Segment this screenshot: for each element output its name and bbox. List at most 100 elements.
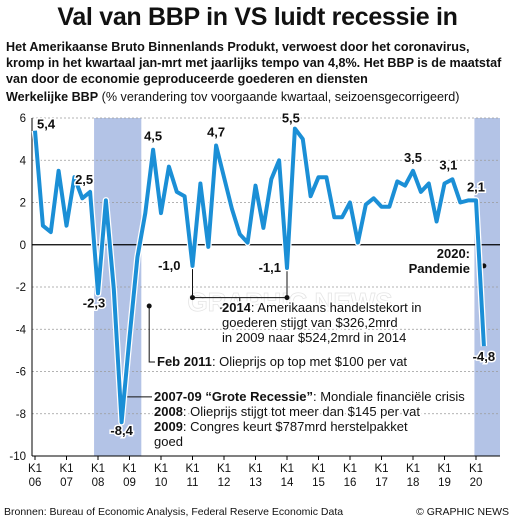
annotation-recession: 2007-09 “Grote Recessie”: Mondiale finan… [152, 387, 467, 451]
annotation-text: : Congres keurt $787mrd herstelpakket [183, 419, 408, 434]
annotation-bold: 2020: [437, 246, 470, 261]
leader-line [148, 306, 155, 363]
x-tick-year: 19 [438, 477, 451, 489]
x-tick-quarter: K1 [469, 463, 483, 475]
x-tick-quarter: K1 [185, 463, 199, 475]
y-tick-label: -6 [16, 367, 26, 379]
y-tick-labels: 6 4 2 0 -2 -4 -6 -8 -10 [9, 113, 26, 463]
series-line [33, 126, 486, 425]
x-tick-year: 18 [407, 477, 420, 489]
x-tick-year: 08 [92, 477, 105, 489]
annotation-line: goederen stijgt van $326,2mrd [222, 315, 398, 330]
leader-line [220, 297, 241, 309]
annotation-2011: Feb 2011: Olieprijs op top met $100 per … [155, 352, 409, 371]
axis-title-rest: (% verandering tov voorgaande kwartaal, … [98, 90, 460, 104]
annotation-2014: 2014: Amerikaans handelstekort ingoedere… [220, 298, 423, 347]
x-tick-year: 06 [29, 477, 42, 489]
x-tick-year: 09 [123, 477, 136, 489]
x-tick-quarter: K1 [343, 463, 357, 475]
x-tick-year: 10 [155, 477, 168, 489]
x-tick-quarter: K1 [122, 463, 136, 475]
x-tick-year: 16 [344, 477, 357, 489]
x-tick-year: 20 [470, 477, 483, 489]
annotation-bold: 2007-09 “Grote Recessie” [154, 389, 313, 404]
x-tick-quarter: K1 [280, 463, 294, 475]
point-label: 4,5 [144, 129, 162, 144]
point-label: 5,5 [282, 111, 300, 126]
annotation-text: : Olieprijs op top met $100 per vat [212, 354, 407, 369]
annotation-line: 2009: Congres keurt $787mrd herstelpakke… [154, 419, 408, 434]
y-tick-label: -10 [9, 451, 26, 463]
annotation-line: 2007-09 “Grote Recessie”: Mondiale finan… [154, 389, 465, 404]
point-label: 3,5 [404, 150, 422, 165]
annotation-bold: 2008 [154, 404, 183, 419]
x-tick-year: 13 [249, 477, 262, 489]
y-tick-label: 4 [20, 155, 27, 167]
x-tick-quarter: K1 [154, 463, 168, 475]
x-tick-year: 11 [187, 477, 199, 489]
annotation-line: Pandemie [409, 261, 470, 276]
x-tick-quarter: K1 [311, 463, 325, 475]
sources: Bronnen: Bureau of Economic Analysis, Fe… [4, 506, 344, 518]
watermark: GRAPHIC NEWS [187, 287, 393, 318]
page-title: Val van BBP in VS luidt recessie in [57, 3, 458, 31]
annotation-bold: 2009 [154, 419, 183, 434]
annotation-line: goed [154, 434, 183, 449]
x-tick-quarter: K1 [248, 463, 262, 475]
y-tick-label: -2 [16, 282, 26, 294]
axis-title-bold: Werkelijke BBP [6, 90, 99, 104]
gdp-series [31, 125, 488, 426]
point-label: 2,1 [467, 179, 485, 194]
annotation-line: in 2009 naar $524,2mrd in 2014 [222, 330, 406, 345]
annotation-bold: 2014 [222, 300, 252, 315]
point-label: 3,1 [439, 157, 457, 172]
leader-dot [146, 303, 152, 309]
x-tick-year: 12 [218, 477, 231, 489]
x-tick-year: 14 [281, 477, 294, 489]
annotation-pandemic: 2020:Pandemie [407, 244, 472, 278]
leader-dot [284, 295, 290, 301]
axis-title: Werkelijke BBP (% verandering tov voorga… [6, 90, 459, 104]
y-tick-label: -4 [16, 324, 27, 336]
x-tick-quarter: K1 [28, 463, 42, 475]
annotation-text: in 2009 naar $524,2mrd in 2014 [222, 330, 406, 345]
x-tick-quarter: K1 [374, 463, 388, 475]
point-label: 2,5 [75, 172, 93, 187]
point-label: -1,1 [259, 260, 281, 275]
grid-lines [31, 117, 500, 457]
svg-text:GRAPHIC NEWS: GRAPHIC NEWS [187, 287, 392, 317]
x-tick-quarter: K1 [59, 463, 73, 475]
y-tick-label: 6 [20, 113, 26, 125]
y-tick-label: 2 [20, 198, 26, 210]
annotation-leaders [121, 263, 487, 398]
subtitle: Het Amerikaanse Bruto Binnenlands Produk… [6, 40, 502, 86]
annotation-bold: Pandemie [409, 261, 470, 276]
annotation-text: : Amerikaans handelstekort in [251, 300, 422, 315]
point-label: 4,7 [207, 124, 225, 139]
annotation-text: : Mondiale financiële crisis [313, 389, 465, 404]
annotation-bold: Feb 2011 [157, 354, 212, 369]
x-tick-labels: K1 06 K1 07 K1 08 K1 09 K1 10 K1 11 K1 12 K1 13 K1 14 K1 15… [28, 456, 483, 489]
y-tick-label: 0 [20, 240, 26, 252]
annotation-text: goederen stijgt van $326,2mrd [222, 315, 398, 330]
annotation-line: 2008: Olieprijs stijgt tot meer dan $145… [154, 404, 420, 419]
x-tick-quarter: K1 [91, 463, 105, 475]
annotation-line: 2020: [437, 246, 470, 261]
x-tick-quarter: K1 [217, 463, 231, 475]
x-tick-quarter: K1 [437, 463, 451, 475]
x-tick-year: 07 [60, 477, 73, 489]
credit: © GRAPHIC NEWS [416, 506, 509, 518]
annotations: 2020:Pandemie 2014: Amerikaans handelstek… [152, 244, 472, 451]
annotation-text: goed [154, 434, 183, 449]
point-label: -8,4 [110, 423, 133, 438]
leader-dot [190, 295, 195, 301]
annotation-text: : Olieprijs stijgt tot meer dan $145 per… [183, 404, 420, 419]
point-label: -4,8 [473, 349, 495, 364]
annotation-line: 2014: Amerikaans handelstekort in [222, 300, 421, 315]
annotation-line: Feb 2011: Olieprijs op top met $100 per … [157, 354, 407, 369]
point-label: -1,0 [158, 258, 180, 273]
point-labels: 5,4 2,5 -2,3 -8,4 4,5 -1,0 4,7 -1,1 5,5 3,5 3,1 2,1… [36, 109, 497, 440]
x-tick-quarter: K1 [406, 463, 420, 475]
